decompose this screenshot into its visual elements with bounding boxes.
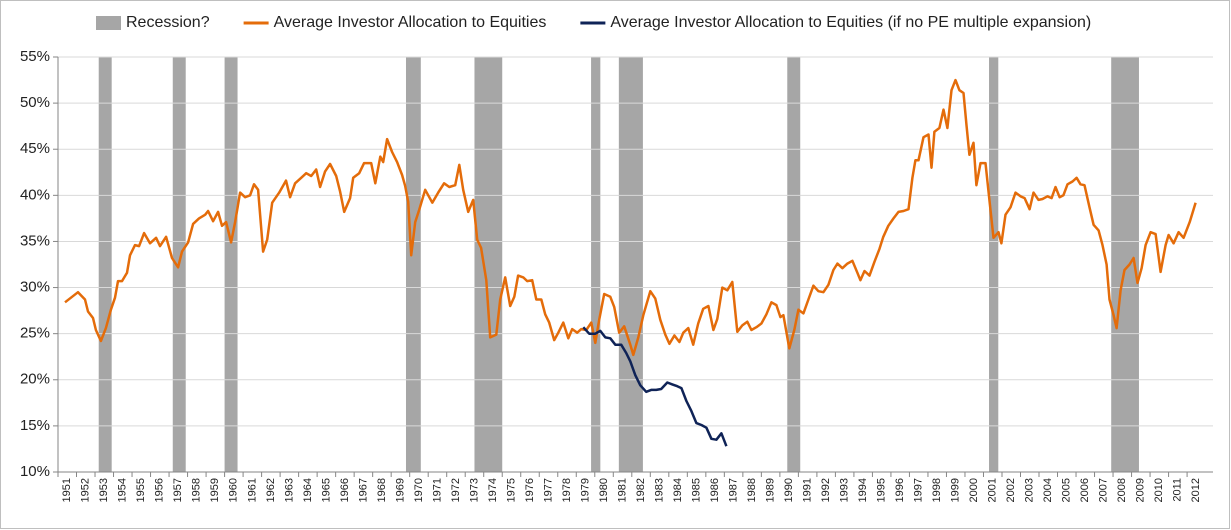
recession-band <box>405 57 421 472</box>
x-tick-label: 1953 <box>98 478 110 502</box>
x-tick-label: 1984 <box>672 478 684 502</box>
x-tick-label: 1968 <box>376 478 388 502</box>
x-tick-label: 1993 <box>839 478 851 502</box>
x-tick-label: 1980 <box>598 478 610 502</box>
x-tick-label: 1973 <box>468 478 480 502</box>
x-tick-label: 1960 <box>228 478 240 502</box>
y-tick-label: 30% <box>20 279 50 296</box>
recession-band <box>618 57 643 472</box>
y-tick-label: 10% <box>20 463 50 480</box>
x-tick-label: 1954 <box>117 478 129 502</box>
x-tick-label: 1961 <box>246 478 258 502</box>
recession-band <box>787 57 801 472</box>
x-tick-label: 1989 <box>765 478 777 502</box>
legend-label: Recession? <box>126 14 210 31</box>
x-tick-label: 1966 <box>339 478 351 502</box>
x-tick-label: 1969 <box>394 478 406 502</box>
x-tick-label: 1991 <box>802 478 814 502</box>
x-tick-label: 1994 <box>857 478 869 502</box>
x-tick-label: 2003 <box>1024 478 1036 502</box>
x-tick-label: 2007 <box>1098 478 1110 502</box>
x-tick-label: 1959 <box>209 478 221 502</box>
legend-label: Average Investor Allocation to Equities <box>274 14 547 31</box>
x-tick-label: 1975 <box>505 478 517 502</box>
x-tick-label: 1976 <box>524 478 536 502</box>
x-tick-label: 1952 <box>80 478 92 502</box>
x-tick-label: 2012 <box>1190 478 1202 502</box>
x-tick-label: 1958 <box>191 478 203 502</box>
x-tick-label: 1962 <box>265 478 277 502</box>
x-tick-label: 1998 <box>931 478 943 502</box>
x-tick-label: 2002 <box>1005 478 1017 502</box>
x-tick-label: 2006 <box>1079 478 1091 502</box>
x-tick-label: 2004 <box>1042 478 1054 502</box>
recession-band <box>474 57 503 472</box>
y-tick-label: 25% <box>20 325 50 342</box>
x-tick-label: 1992 <box>820 478 832 502</box>
x-tick-label: 1999 <box>950 478 962 502</box>
recession-band <box>591 57 601 472</box>
x-tick-label: 2005 <box>1061 478 1073 502</box>
x-tick-label: 1970 <box>413 478 425 502</box>
y-tick-label: 20% <box>20 371 50 388</box>
y-tick-label: 15% <box>20 417 50 434</box>
legend-label: Average Investor Allocation to Equities … <box>610 14 1091 31</box>
x-tick-label: 2009 <box>1135 478 1147 502</box>
recession-band <box>989 57 999 472</box>
x-tick-label: 1985 <box>690 478 702 502</box>
x-tick-label: 1982 <box>635 478 647 502</box>
x-tick-label: 1972 <box>450 478 462 502</box>
x-tick-label: 1996 <box>894 478 906 502</box>
y-tick-label: 40% <box>20 186 50 203</box>
y-tick-label: 35% <box>20 232 50 249</box>
x-tick-label: 1971 <box>431 478 443 502</box>
x-tick-label: 2011 <box>1172 478 1184 502</box>
x-tick-label: 1981 <box>616 478 628 502</box>
x-tick-label: 2000 <box>968 478 980 502</box>
x-tick-label: 2010 <box>1153 478 1165 502</box>
recession-band <box>224 57 238 472</box>
x-tick-label: 1965 <box>320 478 332 502</box>
series-line <box>582 326 728 447</box>
x-tick-label: 1990 <box>783 478 795 502</box>
x-tick-label: 1978 <box>561 478 573 502</box>
x-tick-label: 1963 <box>283 478 295 502</box>
x-tick-label: 1997 <box>913 478 925 502</box>
x-tick-label: 1967 <box>357 478 369 502</box>
x-tick-label: 1977 <box>542 478 554 502</box>
legend-swatch <box>96 16 121 30</box>
x-tick-label: 2008 <box>1116 478 1128 502</box>
x-tick-label: 1983 <box>653 478 665 502</box>
x-tick-label: 1986 <box>709 478 721 502</box>
x-tick-label: 1979 <box>579 478 591 502</box>
series-line <box>64 78 1197 357</box>
x-tick-label: 1974 <box>487 478 499 502</box>
x-tick-label: 1951 <box>61 478 73 502</box>
y-tick-label: 55% <box>20 48 50 65</box>
x-tick-label: 1987 <box>728 478 740 502</box>
x-tick-label: 1964 <box>302 478 314 502</box>
x-tick-label: 2001 <box>987 478 999 502</box>
x-tick-label: 1955 <box>135 478 147 502</box>
x-tick-label: 1988 <box>746 478 758 502</box>
y-tick-label: 50% <box>20 94 50 111</box>
recession-band <box>98 57 112 472</box>
x-tick-label: 1957 <box>172 478 184 502</box>
x-tick-label: 1995 <box>876 478 888 502</box>
y-tick-label: 45% <box>20 140 50 157</box>
x-tick-label: 1956 <box>154 478 166 502</box>
